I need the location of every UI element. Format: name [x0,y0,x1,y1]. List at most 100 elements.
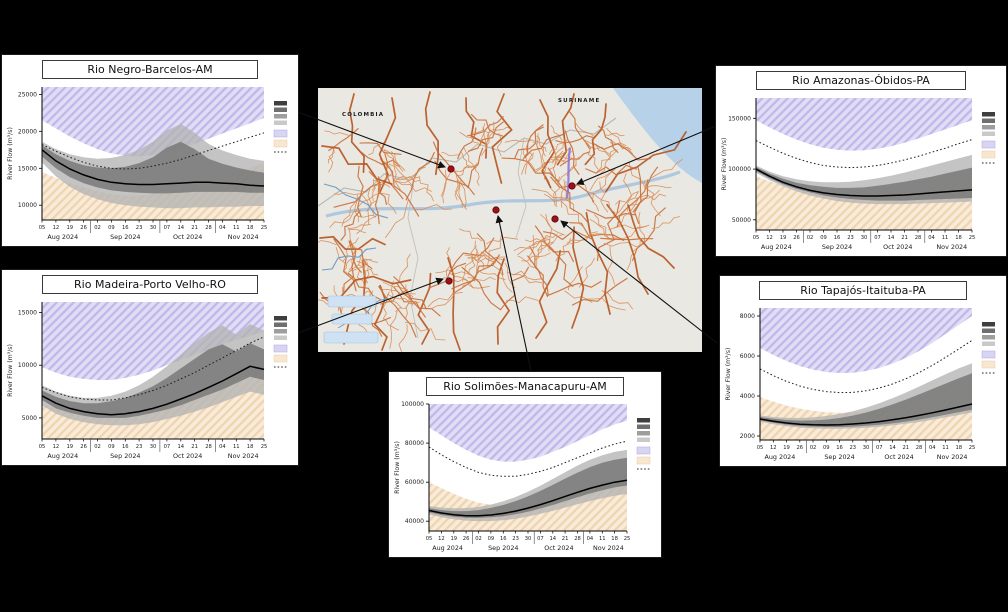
map-canvas: COLOMBIA SURINAME [318,88,702,352]
x-tick-label: 19 [66,225,73,231]
month-label: Oct 2024 [884,453,913,461]
y-tick-label: 5000 [22,415,37,422]
y-axis-label: River Flow (m³/s) [7,127,14,180]
month-label: Nov 2024 [228,452,259,460]
month-label: Sep 2024 [824,453,854,461]
chart-canvas: 10000 15000 20000 25000 05 12 19 26 02 09 16 23 30 07… [7,87,288,241]
y-tick-label: 150000 [728,115,751,122]
x-tick-label: 23 [136,444,143,450]
x-tick-label: 07 [876,445,883,451]
chart-panel-rio-negro-barcelos: Rio Negro-Barcelos-AM 10000 15000 20000 250… [2,55,298,246]
chart-title: Rio Negro-Barcelos-AM [42,60,258,79]
y-axis-label: River Flow (m³/s) [394,441,401,494]
chart-panel-rio-solimoes-manacapuru: Rio Solimões-Manacapuru-AM 40000 60000 800… [389,372,661,557]
x-tick-label: 25 [969,445,976,451]
month-label: Sep 2024 [822,243,852,251]
x-tick-label: 09 [820,235,827,241]
x-tick-label: 02 [807,235,814,241]
x-tick-label: 14 [177,225,184,231]
ensemble-inner-band [429,457,627,518]
x-tick-label: 11 [233,444,240,450]
station-marker [551,215,559,223]
x-tick-label: 19 [783,445,790,451]
legend-swatch-gray [637,424,650,429]
chart-panel-rio-tapajos-itaituba: Rio Tapajós-Itaituba-PA 2000 4000 6000 8000… [720,276,1006,466]
chart-panel-rio-amazonas-obidos: Rio Amazonas-Óbidos-PA 50000 100000 150000… [716,66,1006,256]
x-tick-label: 28 [915,235,922,241]
x-tick-label: 04 [587,536,594,542]
station-marker [445,277,453,285]
x-tick-label: 28 [916,445,923,451]
x-tick-label: 30 [863,445,870,451]
x-tick-label: 11 [942,445,949,451]
x-tick-label: 05 [39,225,46,231]
x-tick-label: 26 [80,444,87,450]
x-tick-label: 18 [611,536,618,542]
x-tick-label: 19 [450,536,457,542]
legend-swatch-below-normal [981,360,996,369]
month-label: Sep 2024 [110,233,140,241]
x-tick-label: 07 [164,225,171,231]
x-tick-label: 14 [889,445,896,451]
legend-swatch-gray [274,120,287,125]
legend [273,101,288,153]
legend-swatch-gray [982,125,995,130]
legend [636,418,651,470]
chart-panel-rio-madeira-porto-velho: Rio Madeira-Porto Velho-RO 5000 10000 1500… [2,270,298,465]
x-tick-label: 23 [849,445,856,451]
legend-swatch-below-normal [981,150,996,159]
x-tick-label: 26 [796,445,803,451]
chart-plot-area: 2000 4000 6000 8000 05 12 19 26 02 09 16 23 30 07 14 21… [720,302,1006,466]
legend-swatch-below-normal [273,139,288,148]
x-tick-label: 23 [847,235,854,241]
x-tick-label: 11 [599,536,606,542]
chart-title: Rio Amazonas-Óbidos-PA [755,71,967,90]
x-tick-label: 28 [205,444,212,450]
x-tick-label: 09 [488,536,495,542]
ensemble-outer-band [429,449,627,522]
x-tick-label: 25 [261,444,268,450]
month-label: Aug 2024 [765,453,796,461]
x-tick-label: 05 [757,445,764,451]
x-tick-label: 12 [53,225,60,231]
x-tick-label: 16 [834,235,841,241]
climatology-median-line [759,339,973,394]
x-tick-label: 26 [80,225,87,231]
forecast-median-line [41,149,265,187]
x-tick-label: 02 [475,536,482,542]
y-tick-label: 50000 [732,217,751,224]
legend-swatch-above-normal [636,446,651,455]
x-tick-label: 09 [108,444,115,450]
legend-swatch-gray [982,131,995,136]
legend-swatch-gray [274,316,287,321]
station-marker [568,182,576,190]
x-tick-label: 14 [549,536,556,542]
legend-swatch-above-normal [981,350,996,359]
y-tick-label: 100000 [401,401,424,408]
x-tick-label: 04 [928,235,935,241]
station-marker [447,165,455,173]
x-tick-label: 16 [500,536,507,542]
band-above-normal [42,302,264,380]
legend-swatch-gray [637,418,650,423]
x-tick-label: 12 [53,444,60,450]
x-tick-label: 18 [955,445,962,451]
x-tick-label: 12 [766,235,773,241]
month-label: Nov 2024 [936,243,967,251]
band-above-normal [760,308,972,373]
legend-swatch-gray [982,112,995,117]
y-tick-label: 10000 [18,362,37,369]
month-label: Oct 2024 [883,243,912,251]
legend-swatch-gray [274,114,287,119]
legend-swatch-gray [982,341,995,346]
x-tick-label: 04 [929,445,936,451]
y-tick-label: 40000 [405,518,424,525]
y-tick-label: 15000 [18,310,37,317]
x-tick-label: 16 [122,444,129,450]
x-tick-label: 21 [191,444,198,450]
x-tick-label: 30 [525,536,532,542]
month-label: Aug 2024 [761,243,792,251]
x-tick-label: 23 [512,536,519,542]
blue-river [323,183,389,219]
y-tick-label: 80000 [405,440,424,447]
